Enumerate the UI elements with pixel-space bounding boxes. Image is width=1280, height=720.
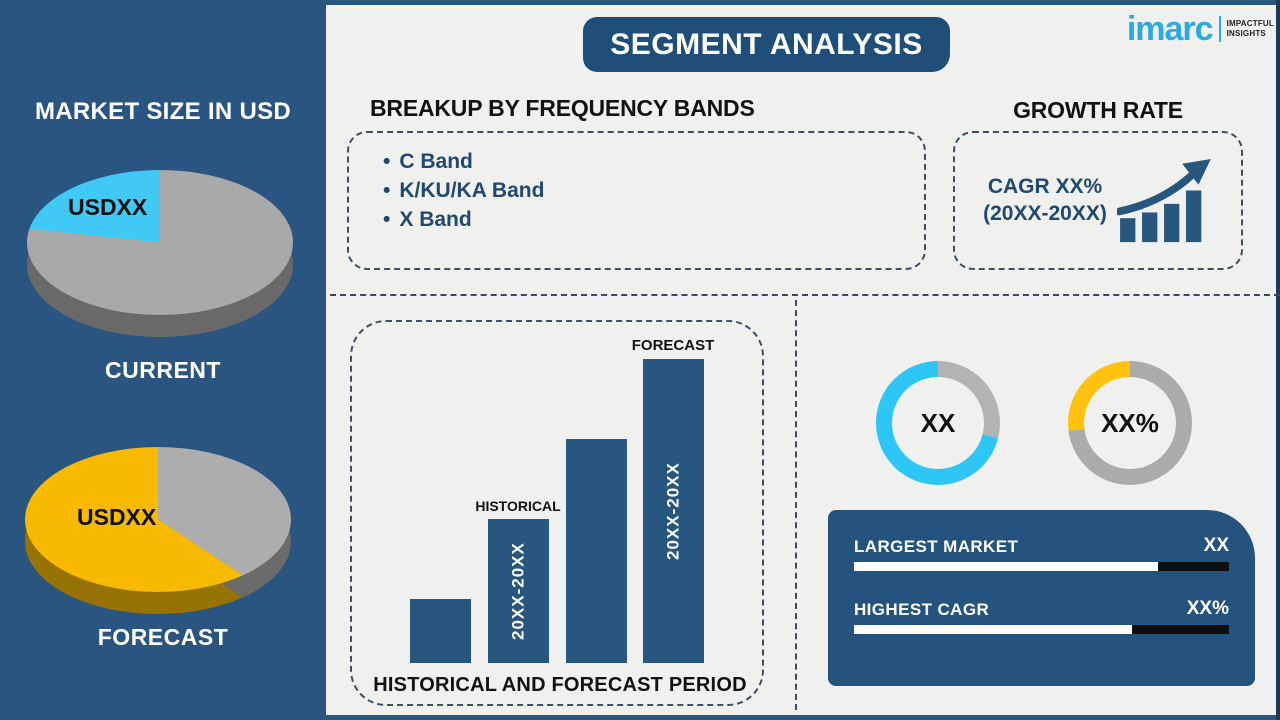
sidebar-market-size: MARKET SIZE IN USD USDXX CURRENT USDXX F…: [0, 0, 326, 720]
pie-forecast-value-label: USDXX: [77, 504, 157, 530]
sidebar-heading: MARKET SIZE IN USD: [34, 98, 292, 125]
bar-period-historical: 20XX-20XX: [488, 519, 549, 663]
forecast-label: FORECAST: [631, 337, 715, 354]
highest-cagr-value: XX%: [1186, 598, 1229, 619]
cagr-text: CAGR XX% (20XX-20XX): [983, 174, 1107, 227]
breakup-heading: BREAKUP BY FREQUENCY BANDS: [370, 95, 755, 121]
cagr-line1: CAGR XX%: [987, 175, 1103, 199]
bullet-icon: •: [383, 150, 391, 173]
imarc-logo-separator: [1218, 16, 1221, 42]
growth-rate-heading: GROWTH RATE: [1013, 97, 1183, 123]
growth-rate-box: CAGR XX% (20XX-20XX): [953, 131, 1243, 270]
page-title: SEGMENT ANALYSIS: [583, 17, 950, 72]
list-item-k-ku-ka-band: • K/KU/KA Band: [383, 176, 914, 205]
bottom-edge-strip: [326, 715, 1280, 720]
period-chart-caption: HISTORICAL AND FORECAST PERIOD: [373, 674, 747, 696]
list-item-x-band: • X Band: [383, 205, 914, 234]
pie-forecast-face: [25, 447, 291, 592]
pie-forecast-caption: FORECAST: [97, 624, 229, 650]
bar-historical-range-label: 20XX-20XX: [508, 542, 528, 640]
largest-market-progress-fill: [854, 562, 1158, 571]
imarc-logo-tagline: IMPACTFUL INSIGHTS: [1227, 19, 1274, 39]
horizontal-dashed-divider: [330, 294, 1280, 296]
bar-period-1: [410, 599, 471, 663]
largest-market-label: LARGEST MARKET: [854, 537, 1019, 556]
bullet-icon: •: [383, 208, 391, 231]
donut-largest-market-label: XX: [892, 377, 984, 469]
right-edge-strip: [1276, 0, 1280, 720]
bar-period-forecast: 20XX-20XX: [643, 359, 704, 663]
pie-chart-current: USDXX: [27, 170, 293, 345]
bar-forecast-range-label: 20XX-20XX: [663, 462, 683, 560]
pie-current-caption: CURRENT: [105, 357, 221, 383]
stat-row-highest-cagr: HIGHEST CAGR XX%: [854, 598, 1229, 634]
breakup-box: • C Band • K/KU/KA Band • X Band: [347, 131, 926, 270]
bar-period-3: [566, 439, 627, 663]
list-item-c-band: • C Band: [383, 147, 914, 176]
historical-label: HISTORICAL: [475, 498, 561, 514]
highest-cagr-progress-track: [854, 625, 1229, 634]
imarc-logo: imarc IMPACTFUL INSIGHTS: [1127, 12, 1276, 46]
growth-arrow-chart-icon: [1116, 158, 1211, 242]
list-item-label: K/KU/KA Band: [399, 179, 545, 202]
imarc-tagline-line1: IMPACTFUL: [1226, 19, 1274, 28]
highest-cagr-label: HIGHEST CAGR: [854, 600, 990, 619]
donut-chart-largest-market: XX: [876, 361, 1000, 485]
list-item-label: C Band: [399, 150, 473, 173]
pie-current-value-label: USDXX: [68, 194, 148, 220]
largest-market-progress-track: [854, 562, 1229, 571]
vertical-dashed-divider: [795, 300, 797, 710]
highest-cagr-progress-fill: [854, 625, 1132, 634]
cagr-line2: (20XX-20XX): [983, 201, 1107, 225]
imarc-logo-wordmark: imarc: [1126, 10, 1214, 48]
donut-highest-cagr-label: XX%: [1084, 377, 1176, 469]
stat-row-largest-market: LARGEST MARKET XX: [854, 535, 1229, 571]
period-chart-box: [350, 320, 764, 706]
pie-current-face: [27, 170, 293, 315]
list-item-label: X Band: [399, 208, 472, 231]
market-stats-box: LARGEST MARKET XX HIGHEST CAGR XX%: [828, 510, 1255, 686]
bullet-icon: •: [383, 179, 391, 202]
largest-market-value: XX: [1203, 535, 1229, 556]
pie-chart-forecast: USDXX: [25, 447, 291, 622]
top-edge-strip: [326, 0, 1280, 5]
donut-chart-highest-cagr: XX%: [1068, 361, 1192, 485]
imarc-tagline-line2: INSIGHTS: [1226, 29, 1266, 38]
